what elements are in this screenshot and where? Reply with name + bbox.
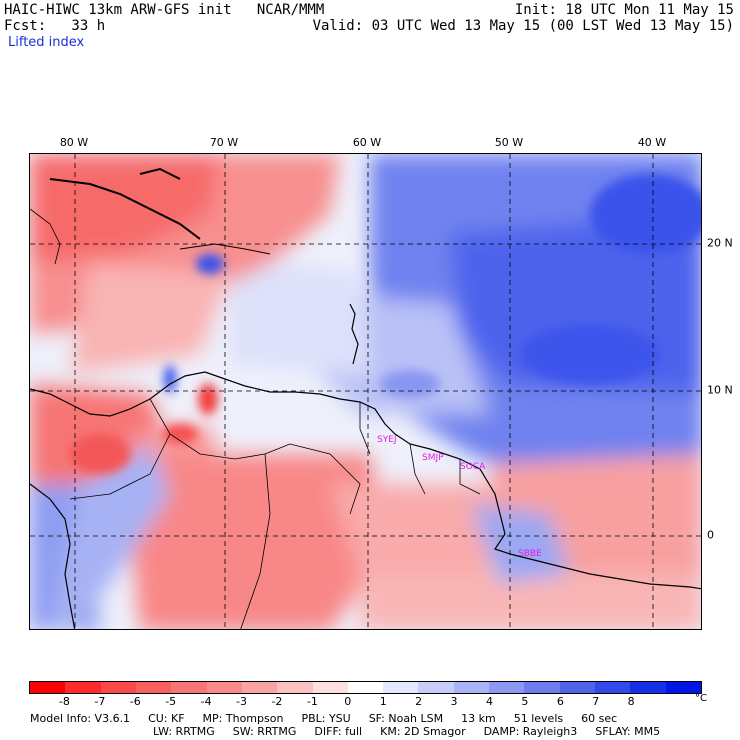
model-info-item: CU: KF [148,712,185,725]
station-smjp: SMJP [422,453,444,463]
colorbar-tick-label: -5 [165,695,177,708]
colorbar-tick-label: -1 [306,695,318,708]
coastlines [30,167,701,629]
colorbar-tick-label: -8 [58,695,70,708]
colorbar-tick-label: 0 [344,695,352,708]
lon-label-50w: 50 W [494,136,524,149]
station-sbbe: SBBE [518,549,542,559]
colorbar-tick-label: 8 [627,695,635,708]
init-time: Init: 18 UTC Mon 11 May 15 [514,2,734,18]
lifted-index-map: SYEJ SMJP SOCA SBBE [29,153,702,630]
model-info-item: MP: Thompson [202,712,284,725]
valid-time: Valid: 03 UTC Wed 13 May 15 (00 LST Wed … [312,18,734,34]
model-info-item: SW: RRTMG [232,725,297,738]
colorbar-cell [206,682,242,693]
lat-label-10n: 10 N [707,383,733,397]
colorbar-tick-label: 7 [592,695,600,708]
model-info-item: Model Info: V3.6.1 [30,712,131,725]
colorbar-tick-label: -7 [94,695,106,708]
model-info-item: KM: 2D Smagor [380,725,466,738]
colorbar-tick-label: 2 [415,695,423,708]
colorbar-cell [559,682,595,693]
colorbar-cell [453,682,490,693]
colorbar-cell [171,682,207,693]
colorbar-cell [383,682,419,693]
graticule [30,154,701,629]
colorbar-cell [241,682,278,693]
colorbar-cell [630,682,666,693]
forecast-hour: Fcst: 33 h [4,18,106,34]
model-info-item: SF: Noah LSM [368,712,444,725]
model-info-item: 60 sec [581,712,618,725]
model-info-line-2: LW: RRTMG SW: RRTMG DIFF: full KM: 2D Smago… [153,725,678,738]
colorbar-cell [489,682,525,693]
lon-label-60w: 60 W [352,136,382,149]
station-soca: SOCA [460,462,486,472]
lon-label-40w: 40 W [637,136,667,149]
field-shading [30,154,701,629]
colorbar-tick-label: -3 [236,695,247,708]
model-info-item: PBL: YSU [301,712,351,725]
model-info-item: 13 km [461,712,496,725]
colorbar-tick-label: -2 [271,695,283,708]
colorbar-tick-label: -4 [200,695,212,708]
colorbar-cell [30,682,66,693]
lat-label-0: 0 [707,528,714,542]
model-info-item: DIFF: full [314,725,363,738]
lat-label-20n: 20 N [707,236,733,250]
model-info-item: DAMP: Rayleigh3 [483,725,578,738]
colorbar-tick-label: 5 [521,695,529,708]
field-name: Lifted index [8,35,85,50]
model-info-line-1: Model Info: V3.6.1 CU: KF MP: Thompson PBL:… [30,712,635,725]
colorbar-cell [347,682,384,693]
colorbar-cell [312,682,348,693]
colorbar-cell [100,682,136,693]
model-info-item: LW: RRTMG [153,725,215,738]
lon-label-80w: 80 W [59,136,89,149]
model-info-item: 51 levels [513,712,564,725]
colorbar-tick-label: 4 [485,695,493,708]
colorbar-cell [418,682,454,693]
colorbar-cell [524,682,560,693]
station-syej: SYEJ [377,435,397,445]
map-title: HAIC-HIWC 13km ARW-GFS init NCAR/MMM [4,2,325,18]
colorbar-cell [595,682,631,693]
map-canvas: SYEJ SMJP SOCA SBBE [30,154,701,629]
convective-cells [70,174,701,474]
model-info-item: SFLAY: MM5 [595,725,661,738]
colorbar-cell [65,682,101,693]
colorbar-tick-label: 3 [450,695,458,708]
colorbar-tick-label: 6 [556,695,564,708]
colorbar-cell [277,682,313,693]
colorbar-unit: °C [695,693,707,704]
colorbar [29,681,702,694]
colorbar-cell [665,682,701,693]
colorbar-cell [135,682,172,693]
colorbar-tick-label: -6 [129,695,141,708]
colorbar-tick-label: 1 [379,695,387,708]
lon-label-70w: 70 W [209,136,239,149]
